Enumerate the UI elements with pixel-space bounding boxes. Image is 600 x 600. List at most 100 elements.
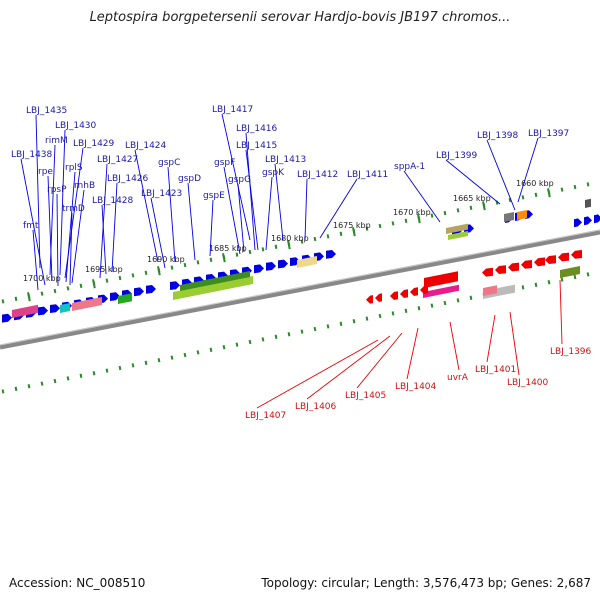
tick-mark: [40, 291, 44, 296]
gene-block-orange: [517, 210, 527, 220]
forward-gene-label: LBJ_1411: [347, 170, 388, 180]
label-leaders: [20, 113, 563, 409]
leader-line: [56, 193, 59, 287]
forward-gene-label: LBJ_1397: [528, 129, 569, 139]
reverse-gene-arrow: [521, 260, 532, 269]
leader-line: [167, 166, 176, 263]
forward-gene-label: rimM: [45, 136, 68, 146]
tick-mark: [131, 363, 135, 368]
tick-mark: [79, 283, 83, 288]
leader-line: [20, 158, 46, 286]
forward-gene-label: LBJ_1416: [236, 124, 278, 134]
leader-line: [245, 149, 259, 251]
gene-block-lime: [448, 231, 468, 240]
tick-mark: [469, 295, 473, 300]
forward-gene-arrow: [584, 216, 592, 226]
reverse-gene-label: LBJ_1406: [295, 402, 337, 412]
tick-mark: [404, 308, 408, 313]
leader-line: [304, 178, 308, 241]
tick-mark: [274, 244, 278, 249]
gene-block-darkgray: [585, 198, 591, 208]
forward-gene-arrow: [2, 313, 12, 323]
leader-line: [134, 149, 159, 263]
tick-mark: [118, 365, 122, 371]
tick-row-upper: [1, 182, 590, 304]
gene-block-silver: [483, 284, 515, 299]
tick-mark: [378, 223, 382, 229]
tick-mark: [573, 184, 577, 190]
reverse-gene-arrow: [482, 267, 493, 277]
kbp-label: 1700 kbp: [23, 274, 61, 283]
forward-gene-label: trmD: [62, 204, 85, 214]
tick-mark: [144, 360, 148, 365]
tick-mark: [417, 306, 421, 311]
tick-mark: [157, 358, 161, 363]
leader-line: [486, 139, 516, 211]
tick-mark: [365, 226, 369, 231]
forward-gene-label: LBJ_1435: [26, 106, 67, 116]
tick-mark: [573, 274, 577, 280]
tick-mark: [456, 298, 460, 303]
tick-mark: [586, 272, 590, 277]
tick-mark-major: [547, 188, 551, 198]
feature-blocks: [2, 198, 600, 323]
tick-mark: [105, 278, 109, 283]
tick-mark: [300, 329, 304, 334]
tick-mark: [365, 316, 369, 321]
tick-mark: [391, 221, 395, 226]
tick-mark: [209, 347, 213, 352]
forward-gene-label: gspG: [228, 175, 251, 185]
tick-mark: [222, 345, 226, 350]
tick-mark-major: [352, 227, 356, 237]
leader-line: [221, 113, 251, 241]
tick-mark-major: [157, 266, 161, 276]
forward-gene-label: LBJ_1398: [477, 131, 519, 141]
leader-line: [71, 189, 85, 284]
leader-line: [256, 339, 379, 409]
tick-mark: [339, 231, 343, 236]
tick-mark: [560, 277, 564, 282]
reverse-gene-arrow: [571, 250, 582, 259]
leader-line: [559, 279, 563, 345]
forward-gene-arrow: [254, 264, 264, 274]
reverse-gene-arrow: [495, 265, 506, 274]
forward-gene-label: gspE: [203, 191, 225, 201]
forward-gene-label: LBJ_1426: [107, 174, 149, 184]
gene-block-khaki: [297, 256, 317, 268]
forward-gene-arrow: [574, 218, 582, 228]
tick-mark: [105, 368, 109, 373]
tick-mark: [196, 350, 200, 355]
leader-line: [99, 163, 108, 279]
tick-mark: [14, 296, 18, 301]
leader-line: [35, 114, 41, 269]
forward-gene-arrow: [38, 306, 48, 316]
reverse-gene-arrow: [400, 289, 408, 298]
reverse-gene-label: LBJ_1405: [345, 391, 386, 401]
forward-gene-label: LBJ_1428: [92, 196, 134, 206]
backbone-highlight: [0, 229, 600, 346]
tick-mark: [430, 303, 434, 308]
tick-mark: [196, 260, 200, 265]
forward-gene-label: LBJ_1423: [141, 189, 182, 199]
gene-block-cyan: [60, 303, 70, 314]
leader-line: [187, 182, 196, 261]
kbp-label: 1665 kbp: [453, 194, 491, 203]
tick-mark: [404, 218, 408, 223]
leader-line: [445, 159, 501, 205]
kbp-label: 1670 kbp: [393, 208, 431, 217]
leader-line: [319, 178, 358, 239]
tick-mark: [534, 282, 538, 287]
tick-mark: [391, 311, 395, 316]
gene-block-lime: [173, 276, 253, 300]
forward-gene-label: LBJ_1417: [212, 105, 253, 115]
forward-gene-label: LBJ_1412: [297, 170, 338, 180]
reverse-gene-label: LBJ_1407: [245, 411, 286, 421]
leader-line: [486, 314, 496, 363]
tick-mark: [547, 280, 551, 285]
map-title: Leptospira borgpetersenii serovar Hardjo…: [89, 10, 511, 25]
forward-gene-label: gspD: [178, 174, 201, 184]
tick-mark: [1, 299, 5, 304]
backbone-line: [0, 229, 600, 350]
backbone: [0, 229, 600, 350]
forward-gene-label: gspF: [214, 158, 235, 168]
